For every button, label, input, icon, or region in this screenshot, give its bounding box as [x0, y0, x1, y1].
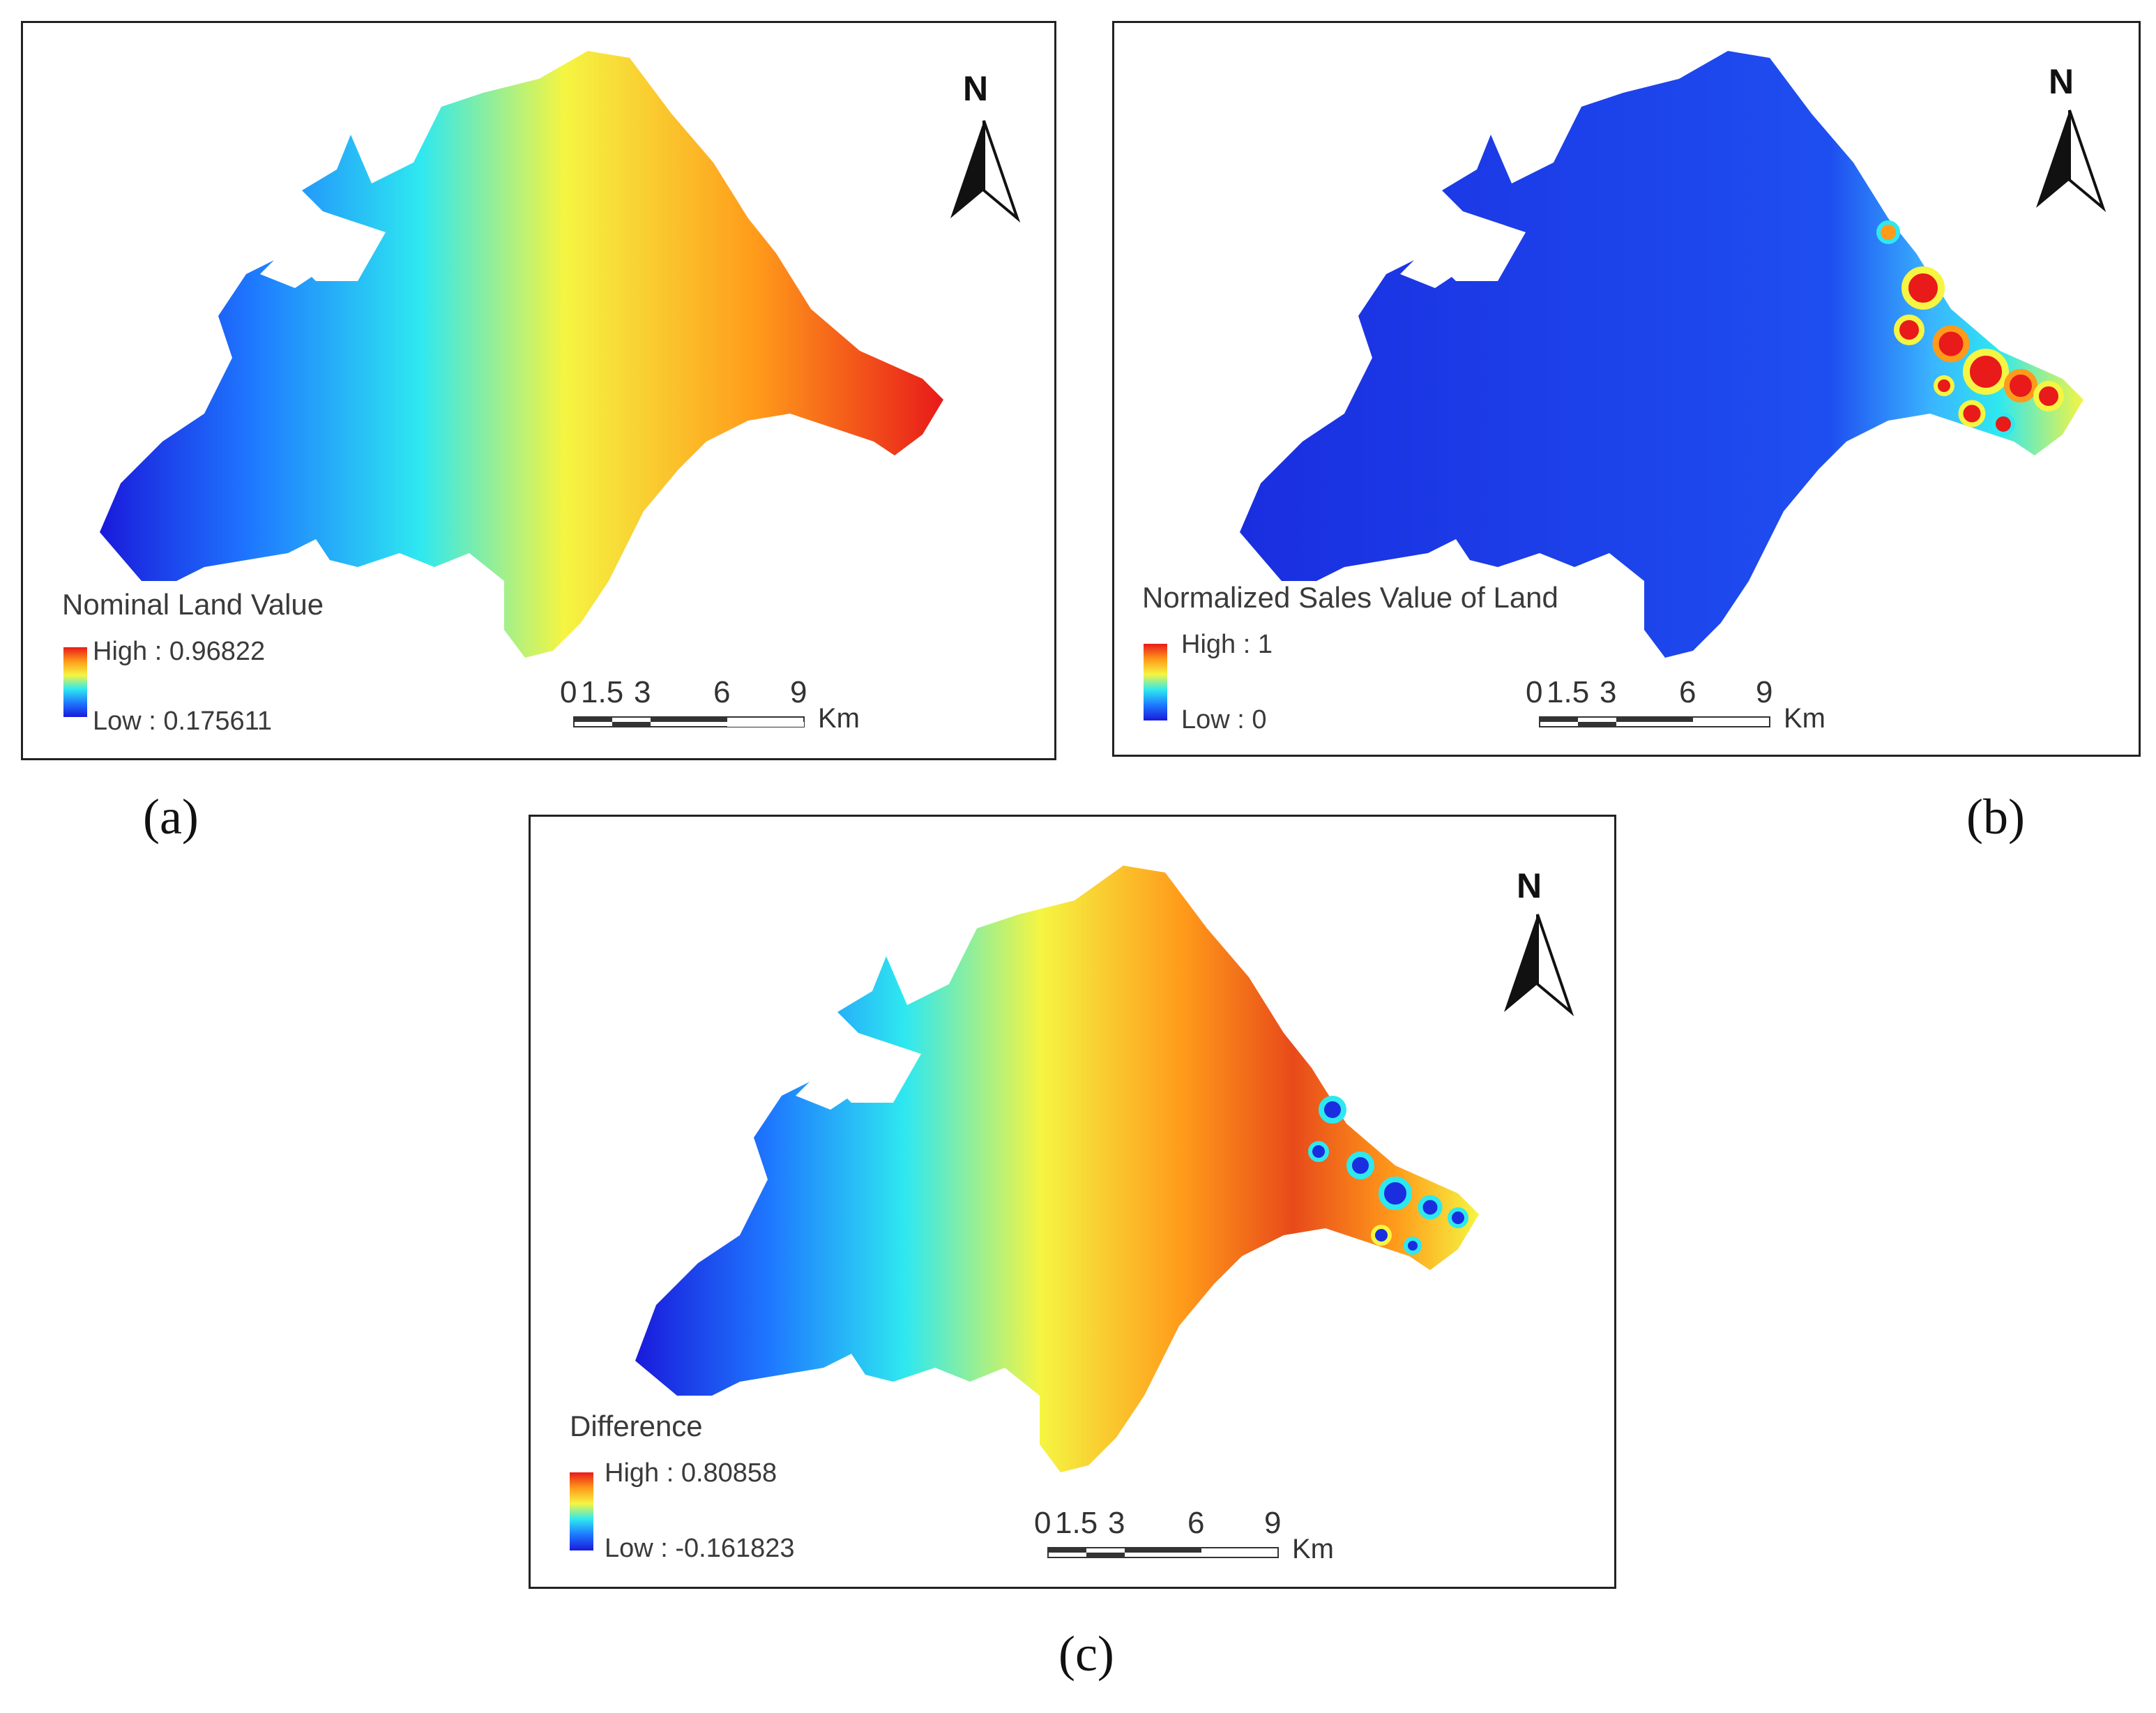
inlet-a [260, 246, 316, 288]
scale-tick-4: 9 [790, 675, 807, 709]
map-panel-b: Normalized Sales Value of Land High : 1 … [1112, 21, 2141, 757]
region-shape-c [635, 866, 1479, 1472]
inlet-b [1400, 246, 1456, 288]
scale-unit: Km [1292, 1534, 1334, 1564]
map-panel-a: Nominal Land Value High : 0.96822 Low : … [21, 21, 1056, 760]
north-arrow-icon [1504, 914, 1574, 1017]
legend-title: Nominal Land Value [62, 588, 324, 621]
hotspots [1876, 220, 2064, 436]
legend-high: High : 1 [1181, 630, 1273, 659]
north-arrow-icon [2036, 110, 2106, 213]
scale-tick-3: 6 [1187, 1506, 1205, 1540]
scale-tick-2: 3 [634, 675, 651, 709]
legend-color-bar [63, 647, 87, 717]
lowspots [1308, 1096, 1468, 1255]
scale-tick-4: 9 [1756, 675, 1773, 709]
legend-high: High : 0.80858 [605, 1458, 777, 1488]
north-arrow-icon [950, 120, 1021, 223]
scale-tick-0: 0 [1526, 675, 1543, 709]
scale-tick-3: 6 [1679, 675, 1696, 709]
scale-bar-b [1539, 716, 1770, 727]
legend-title: Normalized Sales Value of Land [1142, 581, 1558, 614]
legend-color-bar [1144, 644, 1167, 720]
scale-tick-3: 6 [713, 675, 731, 709]
panel-label-b: (b) [1966, 789, 2025, 845]
map-panel-c: Difference High : 0.80858 Low : -0.16182… [529, 815, 1616, 1589]
legend-high: High : 0.96822 [93, 637, 266, 666]
map-a-canvas [100, 51, 943, 658]
legend-low: Low : -0.161823 [605, 1534, 795, 1563]
scale-tick-2: 3 [1108, 1506, 1125, 1540]
scale-tick-0: 0 [1034, 1506, 1052, 1540]
scale-tick-1: 1.5 [1055, 1506, 1098, 1540]
scale-tick-0: 0 [560, 675, 577, 709]
scale-bar-a [573, 716, 805, 727]
scale-unit: Km [818, 703, 860, 734]
map-c-canvas [635, 866, 1479, 1472]
region-shape-a [100, 51, 943, 658]
scale-bar-c [1047, 1547, 1279, 1558]
north-label: N [963, 69, 989, 108]
scale-tick-4: 9 [1264, 1506, 1282, 1540]
north-label: N [1517, 866, 1542, 905]
legend-title: Difference [570, 1410, 703, 1442]
scale-unit: Km [1784, 703, 1825, 734]
legend-low: Low : 0 [1181, 705, 1267, 734]
panel-label-a: (a) [143, 789, 199, 845]
scale-tick-1: 1.5 [581, 675, 624, 709]
map-b-canvas [1240, 51, 2083, 658]
scale-tick-1: 1.5 [1547, 675, 1590, 709]
legend-color-bar [570, 1472, 593, 1550]
north-label: N [2049, 62, 2074, 101]
scale-tick-2: 3 [1600, 675, 1617, 709]
region-shape-b [1240, 51, 2083, 658]
panel-label-c: (c) [1058, 1626, 1114, 1682]
legend-low: Low : 0.175611 [93, 707, 273, 736]
inlet-c [796, 1068, 851, 1110]
